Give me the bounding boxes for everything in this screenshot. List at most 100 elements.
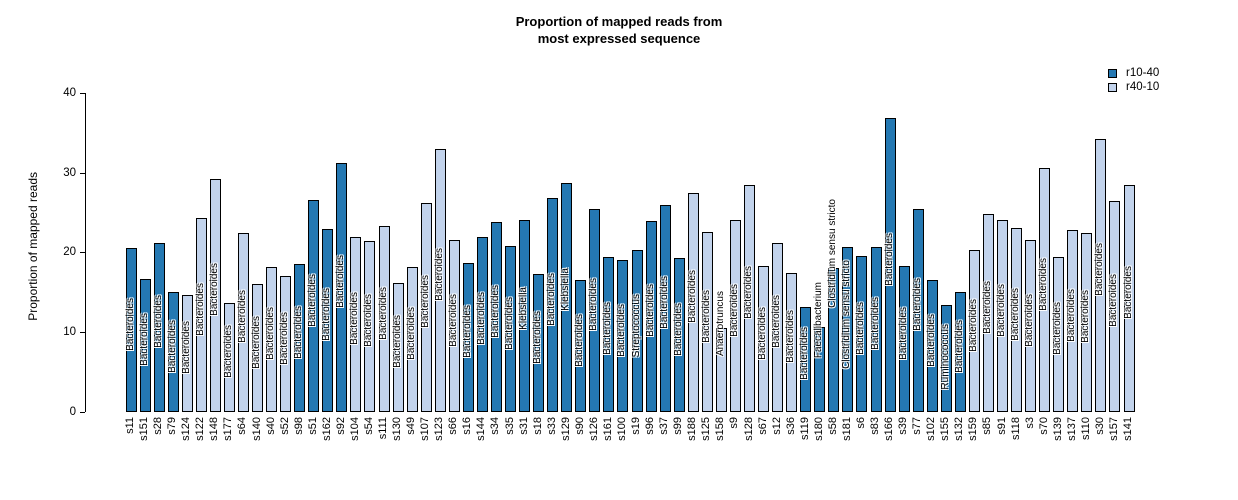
- bar-taxon-label: Bacteroides: [1024, 293, 1036, 347]
- bar-taxon-label: Bacteroides: [405, 307, 417, 361]
- bar-s118: Bacteroides: [1010, 228, 1023, 412]
- bar-taxon-label: Bacteroides: [785, 310, 797, 364]
- bar-taxon-label: Bacteroides: [377, 286, 389, 340]
- bar-taxon-label: Bacteroides: [574, 313, 586, 367]
- x-tick-label-s130: s130: [391, 417, 404, 441]
- x-tick-label-s3: s3: [1023, 417, 1036, 429]
- bar-s79: Bacteroides: [167, 292, 179, 412]
- bar-taxon-label: Bacteroides: [461, 305, 473, 359]
- y-axis-tick: [80, 92, 85, 94]
- bar-taxon-label: Bacteroides: [475, 292, 487, 346]
- x-tick-label-s161: s161: [601, 417, 614, 441]
- bar-taxon-label: Bacteroides: [686, 270, 698, 324]
- x-tick-label-s125: s125: [700, 417, 713, 441]
- bar-taxon-label: Bacteroides: [208, 263, 220, 317]
- x-tick-label-s18: s18: [531, 417, 544, 435]
- bar-s70: Bacteroides: [1038, 168, 1051, 412]
- x-tick-label-s177: s177: [222, 417, 235, 441]
- x-tick-label-s132: s132: [953, 417, 966, 441]
- bar-s139: Bacteroides: [1052, 257, 1065, 412]
- x-tick-label-s6: s6: [854, 417, 867, 429]
- bar-taxon-label: Bacteroides: [236, 290, 248, 344]
- x-tick-label-s12: s12: [770, 417, 783, 435]
- x-tick-label-s159: s159: [967, 417, 980, 441]
- bar-taxon-label: Bacteroides: [658, 276, 670, 330]
- bar-taxon-label: Bacteroides: [138, 313, 150, 367]
- bar-s64: Bacteroides: [236, 233, 249, 412]
- bar-s126: Bacteroides: [588, 209, 601, 412]
- bar-taxon-label: Bacteroides: [1038, 257, 1050, 311]
- x-tick-label-s90: s90: [573, 417, 586, 435]
- bar-s58: Clostridium sensu stricto: [827, 199, 840, 412]
- bar-taxon-label: Bacteroides: [504, 296, 516, 350]
- bar-s6: Bacteroides: [855, 256, 868, 412]
- chart-title: Proportion of mapped reads from most exp…: [0, 13, 1238, 47]
- bar-taxon-label: Bacteroides: [883, 232, 895, 286]
- bar-s12: Bacteroides: [771, 243, 784, 412]
- bar-s9: Bacteroides: [729, 220, 741, 412]
- x-tick-label-s129: s129: [559, 417, 572, 441]
- bar-taxon-label: Bacteroides: [672, 302, 684, 356]
- bar-taxon-label: Bacteroides: [265, 307, 277, 361]
- bar-s99: Bacteroides: [672, 258, 685, 412]
- x-tick-label-s77: s77: [911, 417, 924, 435]
- bar-taxon-label: Bacteroides: [855, 301, 867, 355]
- bar-s98: Bacteroides: [293, 264, 306, 412]
- bar-s11: Bacteroides: [124, 248, 137, 412]
- bar-s107: Bacteroides: [420, 203, 432, 412]
- x-tick-label-s158: s158: [714, 417, 727, 441]
- x-tick-label-s35: s35: [503, 417, 516, 435]
- y-axis-tick-label: 20: [63, 246, 76, 259]
- bar-taxon-label: Bacteroides: [602, 302, 614, 356]
- bar-s130: Bacteroides: [392, 283, 404, 412]
- x-tick-label-s91: s91: [995, 417, 1008, 435]
- x-tick-label-s49: s49: [405, 417, 418, 435]
- bar-taxon-label: Anaerotruncus: [714, 290, 726, 356]
- legend-item-r10-40: r10-40: [1108, 66, 1159, 80]
- x-tick-label-s54: s54: [362, 417, 375, 435]
- bar-taxon-label: Clostridium sensu stricto: [841, 260, 853, 370]
- bar-taxon-label: Bacteroides: [1094, 243, 1106, 297]
- bar-s123: Bacteroides: [434, 149, 446, 412]
- x-tick-label-s157: s157: [1107, 417, 1120, 441]
- bar-s18: Bacteroides: [532, 274, 545, 412]
- x-tick-label-s11: s11: [124, 417, 136, 434]
- bar-taxon-label: Bacteroides: [616, 303, 628, 357]
- bar-taxon-label: Bacteroides: [222, 325, 234, 379]
- x-tick-label-s16: s16: [461, 417, 474, 435]
- bar-s33: Bacteroides: [546, 198, 559, 412]
- y-axis-line: [85, 92, 86, 412]
- bar-taxon-label: Bacteroides: [588, 278, 600, 332]
- chart-title-line2: most expressed sequence: [537, 31, 701, 46]
- x-tick-label-s28: s28: [152, 417, 165, 435]
- bar-taxon-label: Bacteroides: [981, 280, 993, 334]
- bar-s140: Bacteroides: [251, 284, 263, 412]
- x-tick-label-s144: s144: [475, 417, 488, 441]
- x-tick-label-s39: s39: [897, 417, 910, 435]
- x-tick-label-s110: s110: [1079, 417, 1092, 441]
- legend: r10-40 r40-10: [1108, 66, 1159, 94]
- x-tick-label-s9: s9: [728, 417, 741, 429]
- legend-item-r40-10: r40-10: [1108, 80, 1159, 94]
- y-axis-tick-label: 0: [69, 406, 76, 418]
- bar-s92: Bacteroides: [335, 163, 348, 412]
- bar-taxon-label: Bacteroides: [757, 306, 769, 360]
- bar-s162: Bacteroides: [321, 229, 334, 412]
- x-tick-label-s19: s19: [630, 417, 643, 435]
- bar-s100: Bacteroides: [616, 260, 629, 412]
- bar-taxon-label: Bacteroides: [152, 295, 164, 349]
- y-axis-tick-label: 10: [63, 326, 76, 339]
- bar-taxon-label: Bacteroides: [447, 293, 459, 347]
- legend-label: r40-10: [1126, 80, 1160, 93]
- bar-taxon-label: Bacteroides: [743, 266, 754, 320]
- bar-s85: Bacteroides: [981, 214, 994, 412]
- bar-s77: Bacteroides: [912, 209, 924, 412]
- x-tick-label-s70: s70: [1037, 417, 1050, 435]
- bar-s90: Bacteroides: [574, 280, 587, 412]
- bar-taxon-label: Ruminococcus: [939, 323, 951, 390]
- x-tick-label-s40: s40: [264, 417, 277, 435]
- bar-taxon-label: Bacteroides: [124, 297, 136, 351]
- bar-s37: Bacteroides: [658, 205, 671, 412]
- bar-s83: Bacteroides: [870, 247, 882, 412]
- bar-taxon-label: Bacteroides: [489, 284, 501, 338]
